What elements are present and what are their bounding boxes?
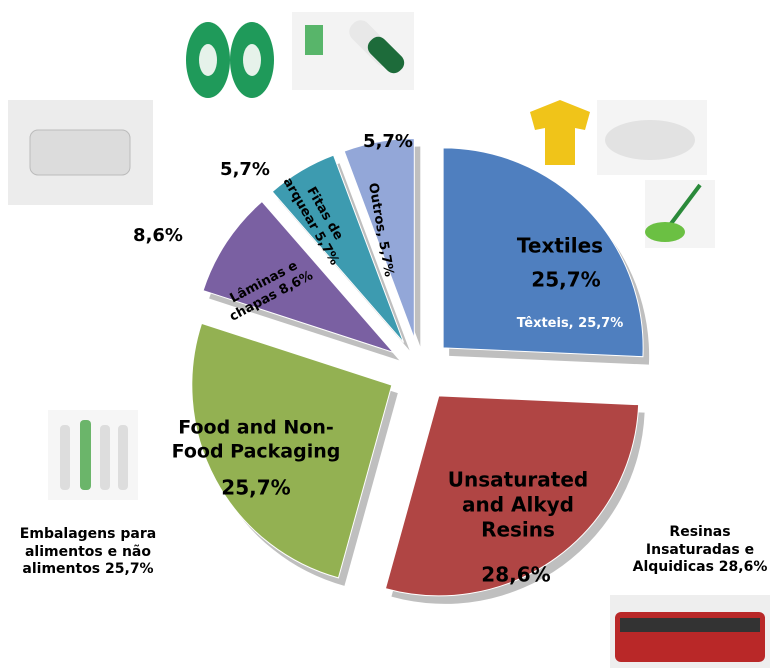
slice — [384, 395, 640, 597]
value-label: 8,6% — [133, 224, 183, 246]
value-label: 28,6% — [481, 562, 551, 587]
slice — [191, 322, 393, 579]
value-label: 5,7% — [220, 158, 270, 180]
shirt — [530, 100, 590, 165]
value-label: 25,7% — [221, 475, 291, 500]
slice-name: Food and Non-Food Packaging — [171, 416, 341, 462]
slice — [343, 138, 415, 339]
local-label: Embalagens para alimentos e não alimento… — [19, 525, 157, 577]
local-label: Têxteis, 25,7% — [516, 315, 624, 331]
slice-name: Unsaturated and Alkyd Resins — [447, 467, 589, 542]
egg-tray — [29, 129, 131, 176]
strap-rolls — [186, 22, 274, 98]
local-label: Resinas Insaturadas e Alquidicas 28,6% — [632, 523, 768, 575]
slice — [442, 147, 644, 358]
slice-name: Textiles — [516, 233, 604, 258]
value-label: 25,7% — [531, 267, 601, 292]
value-label: 5,7% — [363, 130, 413, 152]
slice — [202, 200, 395, 354]
slice — [271, 154, 405, 343]
product-pictures — [8, 12, 770, 668]
